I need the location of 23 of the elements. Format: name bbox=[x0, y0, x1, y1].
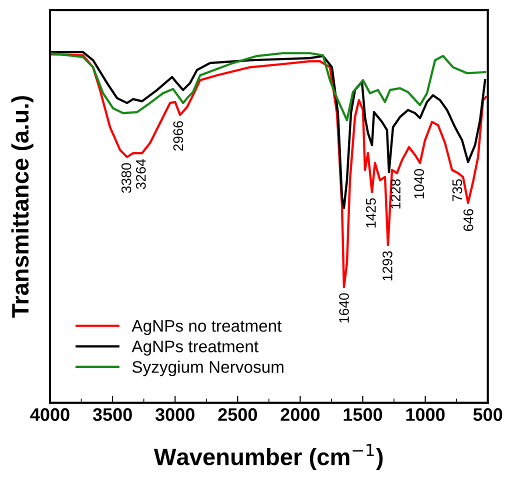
x-tick-label: 1500 bbox=[344, 408, 382, 421]
annotation: 3380 bbox=[121, 163, 132, 193]
annotation: 1040 bbox=[414, 169, 424, 198]
x-tick-label: 2500 bbox=[218, 408, 257, 421]
annotation: 1293 bbox=[382, 251, 392, 280]
legend-label: Syzygium Nervosum bbox=[132, 360, 284, 376]
x-tick-label: 4000 bbox=[30, 408, 70, 421]
annotation: 1425 bbox=[366, 198, 376, 228]
x-tick-label: 1000 bbox=[406, 408, 445, 421]
annotation: 1640 bbox=[339, 293, 349, 322]
legend-label: AgNPs treatment bbox=[132, 340, 258, 356]
x-tick-label: 2000 bbox=[280, 408, 320, 421]
x-axis-title: Wavenumber (cm$^{−1}$) bbox=[154, 444, 383, 470]
annotation: 2966 bbox=[173, 121, 184, 151]
legend-label: AgNPs no treatment bbox=[132, 320, 282, 336]
x-tick-label: 3000 bbox=[155, 408, 194, 421]
x-tick-label: 500 bbox=[473, 408, 502, 421]
y-axis-title: Transmittance (a.u.) bbox=[11, 96, 34, 318]
annotation: 3264 bbox=[136, 159, 146, 190]
annotation: 735 bbox=[452, 179, 462, 202]
x-tick-label: 3500 bbox=[92, 408, 132, 421]
annotation: 1228 bbox=[390, 179, 400, 209]
annotation: 646 bbox=[463, 209, 474, 231]
